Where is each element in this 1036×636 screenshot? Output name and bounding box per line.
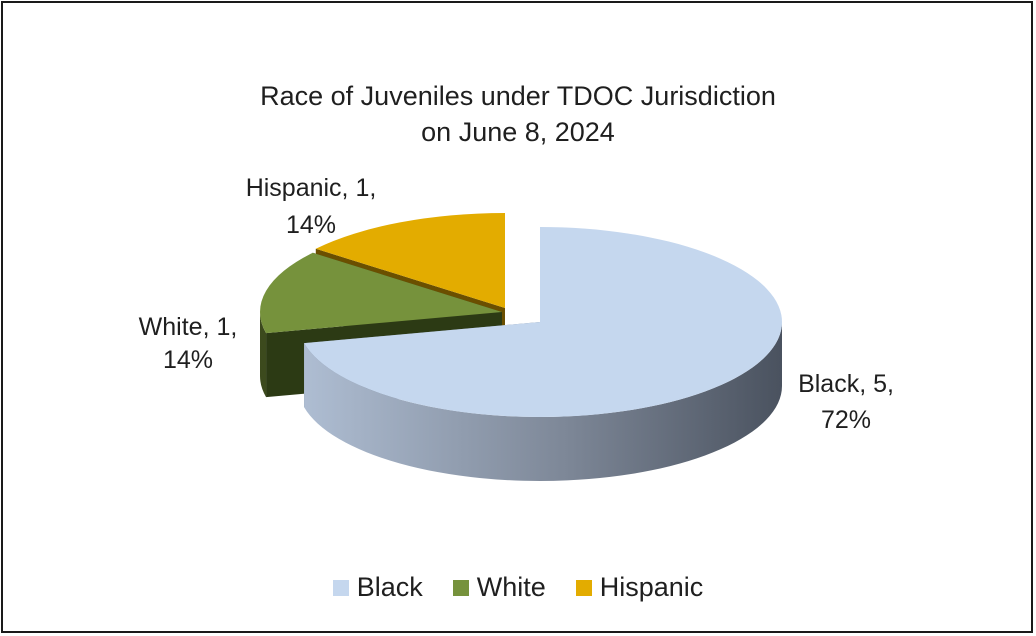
legend-swatch-hispanic [575,579,592,596]
pie-slice-black [304,227,782,417]
legend-label-hispanic: Hispanic [599,572,704,602]
legend-label-white: White [476,572,546,602]
data-label-black-line-2: 72% [821,406,871,434]
pie-slice-hispanic [315,213,505,308]
legend-swatch-white [452,579,469,596]
legend-item-black: Black [332,572,423,603]
pie-side-black [304,322,782,481]
pie-slice-white [259,252,502,334]
legend: Black White Hispanic [0,572,1036,603]
data-label-hispanic-line-1: Hispanic, 1, [246,174,377,202]
data-label-white-line-2: 14% [163,346,213,374]
pie-side-white [260,312,267,398]
chart-title-line-1: Race of Juveniles under TDOC Jurisdictio… [260,81,776,111]
data-label-black-line-1: Black, 5, [798,370,894,398]
data-label-hispanic-line-2: 14% [286,211,336,239]
legend-swatch-black [332,579,349,596]
chart-title-line-2: on June 8, 2024 [421,117,615,147]
legend-label-black: Black [356,572,423,602]
legend-item-hispanic: Hispanic [575,572,704,603]
data-label-white-line-1: White, 1, [139,313,238,341]
legend-item-white: White [452,572,546,603]
